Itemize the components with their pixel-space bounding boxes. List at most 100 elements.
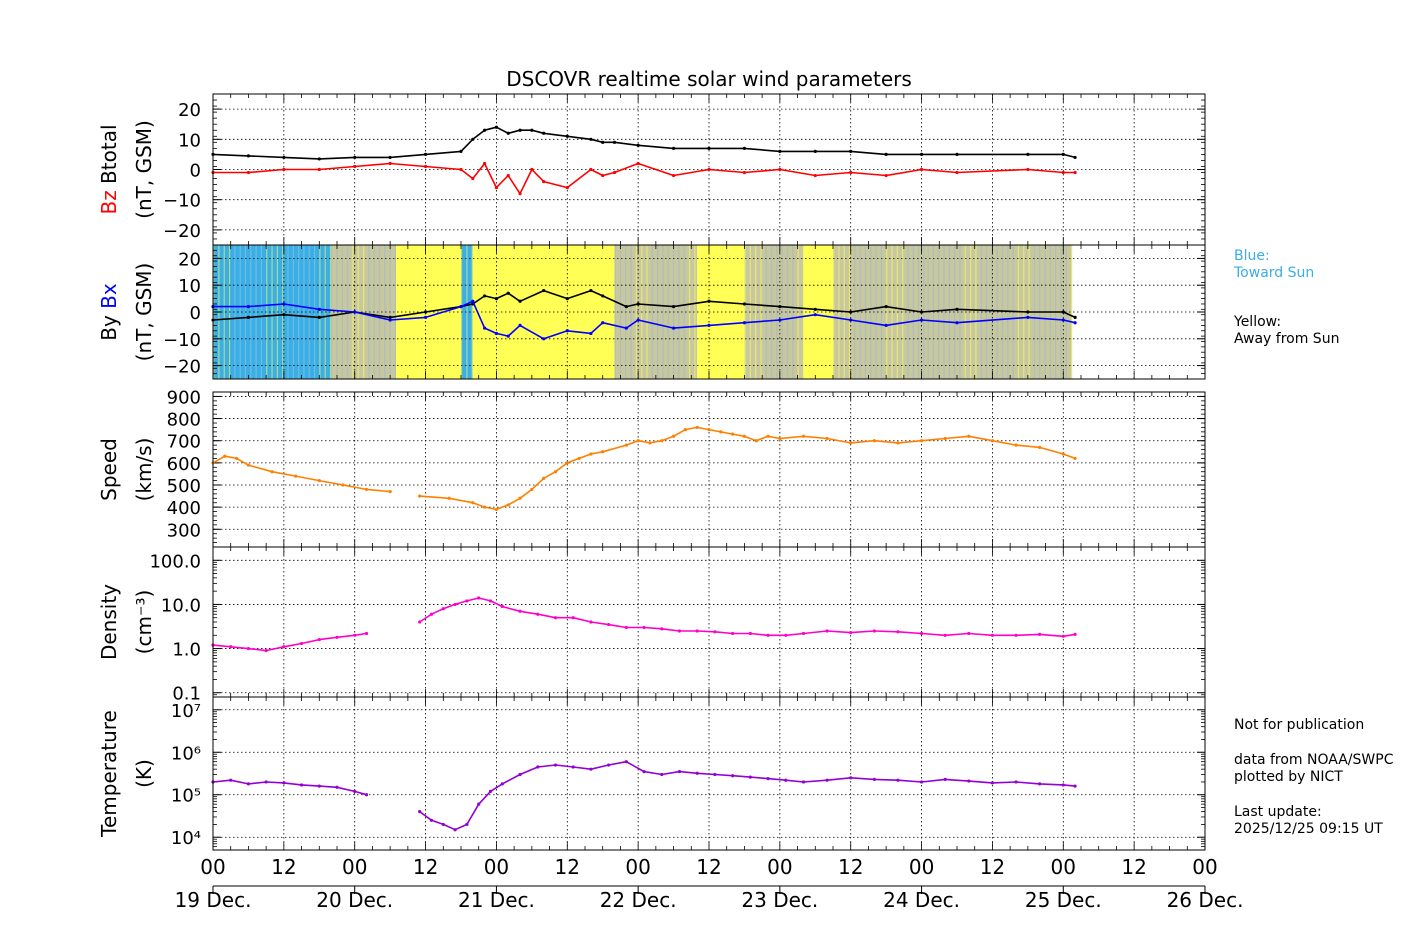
y-axis-label-part: Btotal — [97, 124, 121, 190]
data-point — [353, 789, 357, 793]
y-tick-label: 20 — [178, 249, 201, 270]
y-tick-label: −10 — [163, 330, 201, 351]
data-point — [483, 326, 487, 330]
data-point — [506, 334, 510, 338]
data-point — [624, 443, 628, 447]
data-point — [246, 315, 251, 319]
data-point — [282, 781, 286, 785]
panel-frame — [212, 546, 1206, 698]
data-point — [364, 487, 369, 492]
data-point — [671, 173, 676, 178]
data-point — [849, 318, 853, 322]
data-point — [494, 125, 499, 129]
data-point — [1014, 780, 1018, 784]
data-point — [235, 456, 239, 461]
sector-streak — [331, 245, 333, 379]
data-point — [849, 310, 853, 314]
data-point — [565, 297, 569, 301]
sector-streak — [891, 245, 893, 379]
data-point — [671, 434, 676, 438]
data-point — [624, 326, 628, 330]
data-point — [494, 186, 499, 190]
y-axis-label-part: Bx — [97, 283, 121, 315]
sector-streak — [362, 245, 365, 379]
sector-streak — [378, 245, 381, 379]
data-point — [1014, 443, 1018, 447]
data-point — [943, 633, 947, 637]
sector-streak — [298, 245, 300, 379]
data-point — [884, 305, 888, 309]
x-hour-label: 00 — [484, 855, 509, 879]
data-point — [483, 505, 487, 509]
sector-streak — [619, 245, 622, 379]
data-point — [589, 452, 593, 456]
data-point — [943, 436, 947, 441]
data-point — [784, 633, 788, 637]
data-point — [500, 782, 504, 786]
data-point — [542, 131, 546, 135]
data-point — [229, 645, 233, 649]
data-point — [919, 152, 924, 156]
data-point — [317, 307, 321, 311]
data-point — [695, 629, 699, 633]
y-axis-units: (nT, GSM) — [132, 120, 156, 219]
panel-0: Bz Btotal — [97, 93, 1206, 246]
data-point — [441, 607, 445, 611]
sector-streak — [630, 245, 632, 379]
data-point — [671, 326, 676, 330]
sector-streak — [875, 245, 877, 379]
sector-streak — [271, 245, 273, 379]
data-point — [542, 476, 546, 480]
data-point — [778, 167, 782, 172]
data-point — [335, 635, 339, 639]
data-point — [1026, 310, 1030, 314]
data-point — [589, 767, 593, 771]
sector-streak — [471, 245, 473, 379]
data-point — [648, 441, 652, 445]
data-point — [553, 763, 558, 767]
y-axis-label-part: By — [97, 315, 121, 341]
data-point — [388, 161, 392, 166]
panel-3 — [211, 546, 1206, 698]
data-point — [542, 179, 546, 184]
data-point — [636, 161, 640, 166]
sector-streak — [954, 245, 956, 379]
panel-2 — [211, 391, 1206, 548]
data-point — [636, 143, 640, 147]
x-hour-label: 12 — [271, 855, 296, 879]
data-point — [849, 149, 853, 153]
y-tick-label: −10 — [163, 191, 201, 212]
data-point — [294, 474, 298, 478]
sector-streak — [776, 245, 778, 379]
data-point — [246, 154, 251, 158]
data-point — [742, 170, 747, 175]
data-point — [506, 173, 510, 178]
sector-streak — [313, 245, 316, 379]
x-hour-label: 00 — [342, 855, 367, 879]
data-point — [465, 822, 469, 827]
data-point — [707, 167, 711, 172]
sector-streak — [266, 245, 268, 379]
x-day-label: 22 Dec. — [600, 888, 677, 912]
data-point — [229, 778, 233, 782]
y-tick-label: 500 — [167, 476, 201, 497]
data-point — [589, 137, 593, 141]
y-tick-label: 0 — [190, 303, 201, 324]
y-tick-label: 800 — [167, 410, 201, 431]
x-hour-label: 00 — [1192, 855, 1217, 879]
data-point — [353, 155, 357, 160]
data-point — [299, 641, 304, 646]
y-tick-label: 10 — [178, 130, 201, 151]
data-point — [636, 302, 640, 306]
sector-streak — [255, 245, 257, 379]
data-point — [943, 777, 947, 781]
data-point — [601, 321, 605, 325]
data-point — [494, 507, 499, 511]
panel-frame — [212, 244, 1206, 380]
sector-streak — [694, 245, 696, 379]
data-point — [955, 152, 959, 156]
data-point — [542, 337, 546, 341]
x-hour-label: 00 — [200, 855, 225, 879]
y-tick-label: 700 — [167, 432, 201, 453]
sector-streak — [838, 245, 840, 379]
